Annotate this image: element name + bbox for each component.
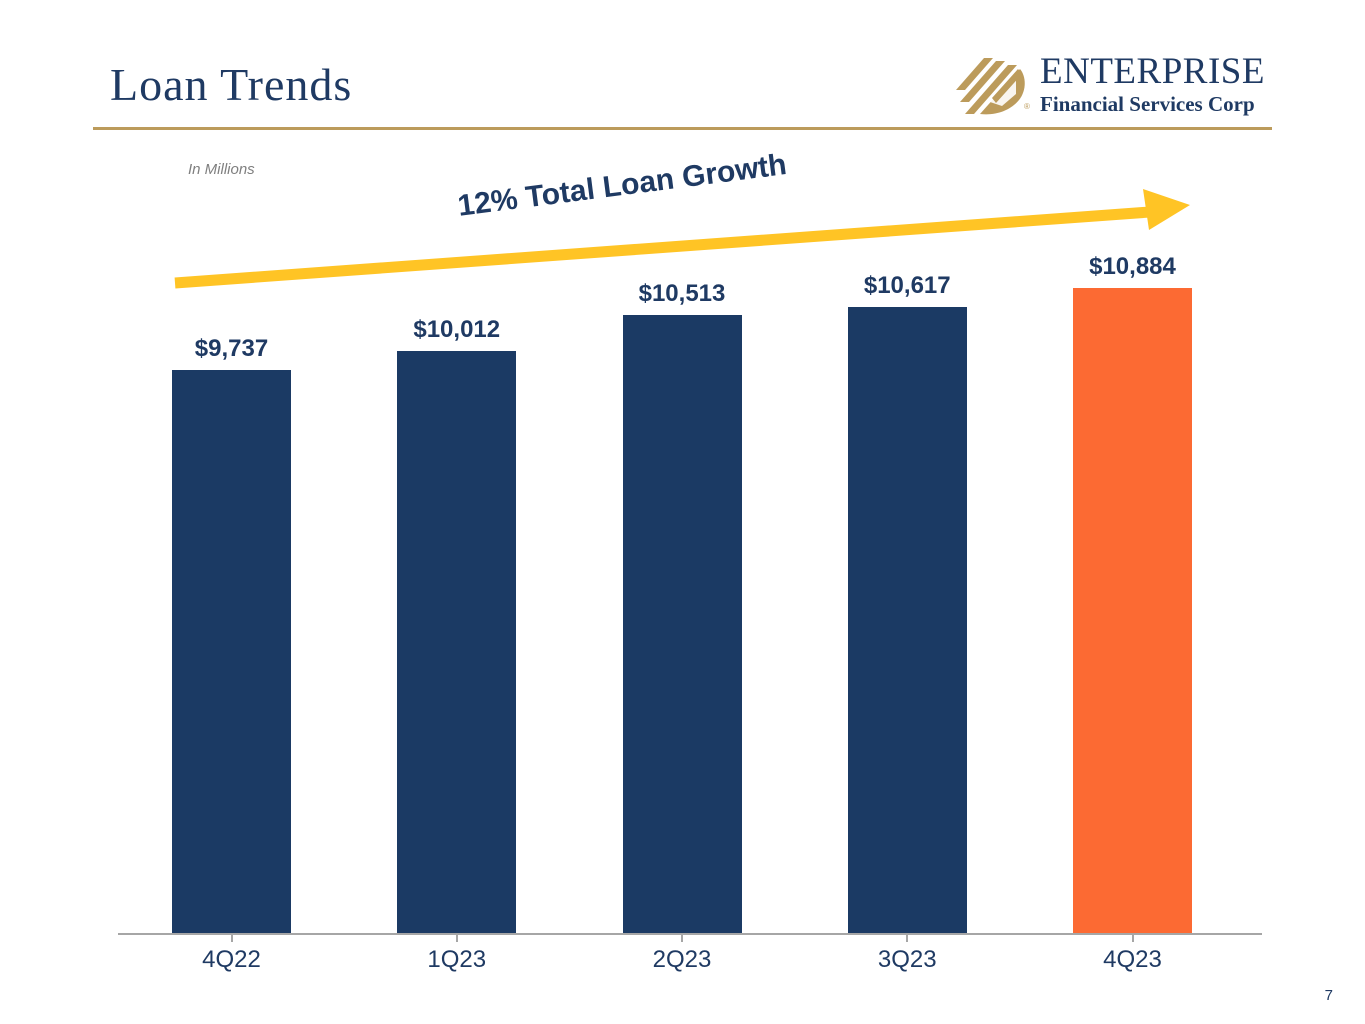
x-axis-tick-4q22 (230, 935, 233, 942)
x-axis-tick-3q23 (906, 935, 909, 942)
x-axis-tick-2q23 (681, 935, 683, 942)
enterprise-logo: ® ENTERPRISE Financial Services Corp (956, 51, 1265, 121)
bar-value-label-4q22: $9,737 (194, 335, 269, 362)
header-divider (93, 127, 1272, 130)
logo-wordmark: ENTERPRISE (1040, 51, 1265, 92)
growth-trend-arrow-icon (174, 189, 1190, 289)
bar-value-label-2q23: $10,513 (638, 280, 726, 307)
bar-value-label-1q23: $10,012 (413, 316, 501, 343)
x-axis-tick-1q23 (455, 935, 458, 942)
bar-4q22 (172, 370, 291, 933)
x-tick-label-4q23: 4Q23 (1103, 946, 1162, 973)
bar-4q23 (1073, 288, 1192, 933)
bar-value-label-3q23: $10,617 (863, 272, 951, 299)
x-tick-label-2q23: 2Q23 (652, 946, 712, 973)
logo-subtitle: Financial Services Corp (1040, 92, 1255, 116)
bar-1q23 (397, 351, 517, 933)
x-axis-line (118, 933, 1262, 935)
bar-2q23 (622, 315, 742, 933)
registered-mark-icon: ® (1024, 102, 1030, 111)
x-axis-tick-4q23 (1131, 935, 1134, 942)
bar-value-label-4q23: $10,884 (1089, 253, 1176, 280)
bar-3q23 (847, 307, 967, 933)
units-note: In Millions (188, 161, 255, 178)
page-number: 7 (1324, 987, 1333, 1004)
x-tick-label-1q23: 1Q23 (427, 946, 487, 973)
x-tick-label-4q22: 4Q22 (202, 946, 261, 973)
x-tick-label-3q23: 3Q23 (877, 946, 937, 973)
enterprise-logo-icon: ® (956, 54, 1030, 121)
page-title: Loan Trends (110, 59, 353, 110)
